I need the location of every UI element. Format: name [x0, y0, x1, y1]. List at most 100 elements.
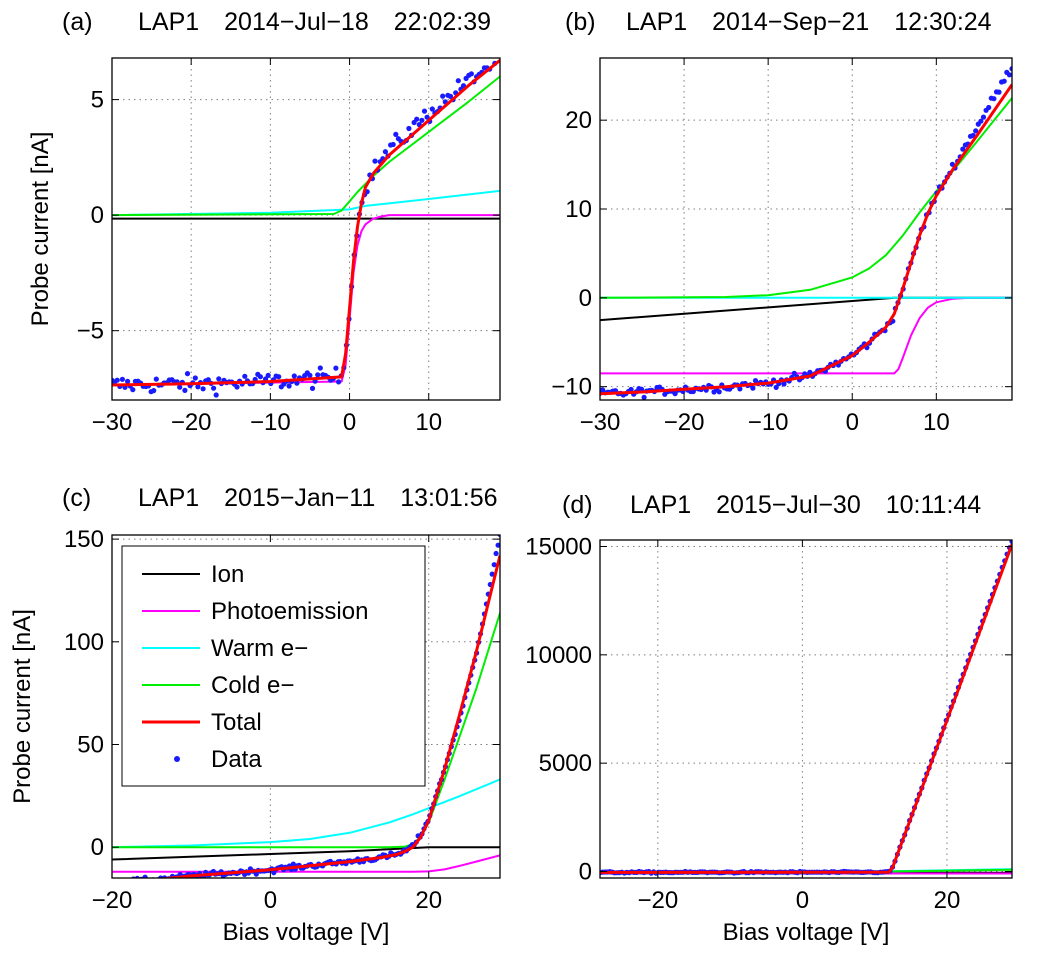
data-point [414, 116, 420, 122]
y-tick-label: 0 [579, 859, 592, 886]
data-point [133, 880, 138, 885]
x-tick-label: −30 [92, 409, 133, 436]
panel-label: (b) [565, 8, 596, 36]
data-point [641, 394, 647, 400]
legend-label-ion: Ion [211, 561, 244, 588]
data-point [182, 387, 188, 393]
y-tick-label: 0 [91, 834, 104, 861]
data-point [119, 879, 124, 884]
data-point [750, 385, 756, 391]
data-point [333, 365, 339, 371]
x-tick-label: −20 [637, 887, 678, 914]
data-point [177, 384, 183, 390]
data-point [1001, 78, 1007, 84]
data-point [113, 882, 118, 887]
data-point [265, 372, 271, 378]
panel-label: (a) [62, 8, 93, 36]
data-point [291, 373, 297, 379]
data-point [807, 369, 813, 375]
data-point [440, 93, 446, 99]
series-line-warm [112, 778, 500, 849]
data-point [491, 562, 497, 568]
data-point [716, 389, 722, 395]
data-point [195, 384, 201, 390]
x-tick-label: −10 [250, 409, 291, 436]
data-point [121, 879, 126, 884]
y-tick-label: −10 [551, 374, 592, 401]
y-tick-label: 10000 [525, 642, 592, 669]
data-point [960, 146, 966, 152]
data-point [980, 114, 987, 120]
data-point [125, 378, 131, 384]
data-point [216, 376, 222, 382]
y-tick-label: 5 [91, 87, 104, 114]
data-point [1006, 72, 1012, 78]
axes-box [599, 57, 1013, 401]
x-tick-label: 0 [796, 887, 809, 914]
data-point [495, 50, 500, 55]
legend-label-warm: Warm e− [211, 635, 308, 662]
y-tick-label: 150 [64, 526, 104, 553]
chart-title: LAP1 2015−Jan−11 13:01:56 [138, 484, 498, 512]
panel-3: −20 0 20 0 50 100 150 (c) LAP1 2015−Jan−11 13:01… [9, 484, 501, 946]
data-point [495, 542, 500, 548]
data-point [490, 52, 495, 57]
x-tick-label: 0 [846, 409, 859, 436]
y-tick-label: 15000 [525, 534, 592, 561]
data-point [996, 89, 1002, 95]
data-point [114, 377, 120, 383]
panel-4: −20 0 20 0 5000 10000 15000 (d) LAP1 2015−Jul−30… [525, 491, 1013, 946]
data-point [294, 380, 300, 386]
data-point [119, 376, 125, 382]
data-point [142, 874, 148, 878]
data-point [672, 391, 678, 397]
x-axis-label: Bias voltage [V] [723, 919, 890, 946]
data-point [286, 383, 292, 389]
data-point [978, 118, 984, 124]
series-line-warm [112, 189, 500, 217]
data-point [497, 51, 502, 56]
axes-box [111, 57, 501, 401]
data-point [160, 878, 165, 883]
panel-1: −30 −20 −10 0 10 −5 0 5 (a) LAP1 2014−Jul−18 22:0… [27, 8, 502, 436]
series-group [112, 50, 502, 398]
data-point [493, 550, 499, 557]
y-tick-label: 0 [91, 202, 104, 229]
series-line-photo [112, 854, 500, 873]
data-point [211, 385, 217, 391]
chart-title: LAP1 2014−Jul−18 22:02:39 [138, 8, 491, 36]
x-tick-label: 0 [343, 409, 356, 436]
data-point [153, 376, 159, 382]
y-tick-label: 0 [579, 285, 592, 312]
y-tick-label: 100 [64, 629, 104, 656]
x-tick-label: −20 [171, 409, 212, 436]
data-point [455, 78, 461, 84]
data-point [372, 158, 378, 164]
data-point [130, 387, 136, 393]
chart-title: LAP1 2014−Sep−21 12:30:24 [626, 8, 992, 36]
x-tick-label: −30 [580, 409, 621, 436]
series-line-total [157, 555, 500, 878]
data-point [146, 879, 151, 884]
y-tick-label: 5000 [539, 750, 592, 777]
series-group [112, 535, 500, 887]
chart-title: LAP1 2015−Jul−30 10:11:44 [630, 491, 981, 519]
x-tick-label: −20 [92, 887, 133, 914]
data-point [125, 881, 130, 886]
data-point [213, 392, 219, 398]
legend-label-data: Data [211, 746, 262, 773]
data-point [429, 106, 435, 112]
data-point [115, 880, 120, 885]
x-tick-label: 20 [934, 887, 961, 914]
data-point [200, 386, 206, 392]
data-point [117, 880, 122, 885]
data-point [151, 388, 157, 394]
data-point [317, 365, 323, 371]
axes-box [111, 534, 501, 879]
y-axis-label: Probe current [nA] [27, 132, 54, 327]
data-point [628, 386, 634, 393]
panel-label: (d) [562, 491, 593, 519]
data-point [315, 372, 321, 378]
x-tick-label: 20 [415, 887, 442, 914]
data-point [991, 96, 997, 102]
